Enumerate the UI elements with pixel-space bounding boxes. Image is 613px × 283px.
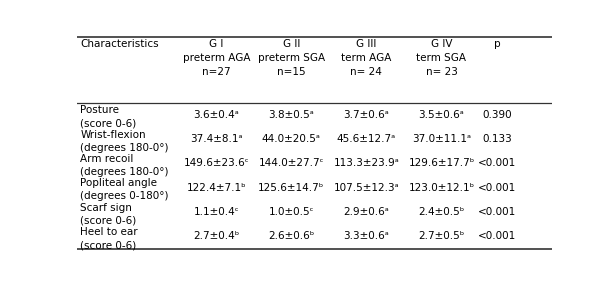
Text: 2.7±0.4ᵇ: 2.7±0.4ᵇ — [193, 231, 240, 241]
Text: Popliteal angle
(degrees 0-180°): Popliteal angle (degrees 0-180°) — [80, 178, 169, 201]
Text: 3.3±0.6ᵃ: 3.3±0.6ᵃ — [343, 231, 389, 241]
Text: 3.6±0.4ᵃ: 3.6±0.4ᵃ — [194, 110, 239, 120]
Text: Heel to ear
(score 0-6): Heel to ear (score 0-6) — [80, 227, 138, 250]
Text: 2.6±0.6ᵇ: 2.6±0.6ᵇ — [268, 231, 314, 241]
Text: 3.8±0.5ᵃ: 3.8±0.5ᵃ — [268, 110, 314, 120]
Text: 44.0±20.5ᵃ: 44.0±20.5ᵃ — [262, 134, 321, 144]
Text: G I
preterm AGA
n=27: G I preterm AGA n=27 — [183, 39, 250, 78]
Text: 1.0±0.5ᶜ: 1.0±0.5ᶜ — [268, 207, 314, 217]
Text: 0.390: 0.390 — [482, 110, 512, 120]
Text: <0.001: <0.001 — [478, 207, 516, 217]
Text: p: p — [493, 39, 500, 50]
Text: 122.4±7.1ᵇ: 122.4±7.1ᵇ — [186, 183, 246, 193]
Text: 123.0±12.1ᵇ: 123.0±12.1ᵇ — [408, 183, 474, 193]
Text: <0.001: <0.001 — [478, 183, 516, 193]
Text: G III
term AGA
n= 24: G III term AGA n= 24 — [341, 39, 392, 78]
Text: G IV
term SGA
n= 23: G IV term SGA n= 23 — [416, 39, 466, 78]
Text: 3.7±0.6ᵃ: 3.7±0.6ᵃ — [343, 110, 389, 120]
Text: 3.5±0.6ᵃ: 3.5±0.6ᵃ — [419, 110, 465, 120]
Text: 125.6±14.7ᵇ: 125.6±14.7ᵇ — [258, 183, 324, 193]
Text: Posture
(score 0-6): Posture (score 0-6) — [80, 105, 137, 128]
Text: 149.6±23.6ᶜ: 149.6±23.6ᶜ — [183, 158, 249, 168]
Text: Wrist-flexion
(degrees 180-0°): Wrist-flexion (degrees 180-0°) — [80, 130, 169, 153]
Text: 2.9±0.6ᵃ: 2.9±0.6ᵃ — [343, 207, 389, 217]
Text: Scarf sign
(score 0-6): Scarf sign (score 0-6) — [80, 203, 137, 226]
Text: <0.001: <0.001 — [478, 158, 516, 168]
Text: 37.0±11.1ᵃ: 37.0±11.1ᵃ — [412, 134, 471, 144]
Text: 107.5±12.3ᵃ: 107.5±12.3ᵃ — [333, 183, 399, 193]
Text: 37.4±8.1ᵃ: 37.4±8.1ᵃ — [190, 134, 243, 144]
Text: Arm recoil
(degrees 180-0°): Arm recoil (degrees 180-0°) — [80, 154, 169, 177]
Text: G II
preterm SGA
n=15: G II preterm SGA n=15 — [258, 39, 325, 78]
Text: 113.3±23.9ᵃ: 113.3±23.9ᵃ — [333, 158, 399, 168]
Text: 2.4±0.5ᵇ: 2.4±0.5ᵇ — [418, 207, 465, 217]
Text: 129.6±17.7ᵇ: 129.6±17.7ᵇ — [408, 158, 474, 168]
Text: 144.0±27.7ᶜ: 144.0±27.7ᶜ — [259, 158, 324, 168]
Text: 0.133: 0.133 — [482, 134, 512, 144]
Text: 2.7±0.5ᵇ: 2.7±0.5ᵇ — [418, 231, 465, 241]
Text: Characteristics: Characteristics — [80, 39, 159, 50]
Text: <0.001: <0.001 — [478, 231, 516, 241]
Text: 1.1±0.4ᶜ: 1.1±0.4ᶜ — [194, 207, 239, 217]
Text: 45.6±12.7ᵃ: 45.6±12.7ᵃ — [337, 134, 396, 144]
